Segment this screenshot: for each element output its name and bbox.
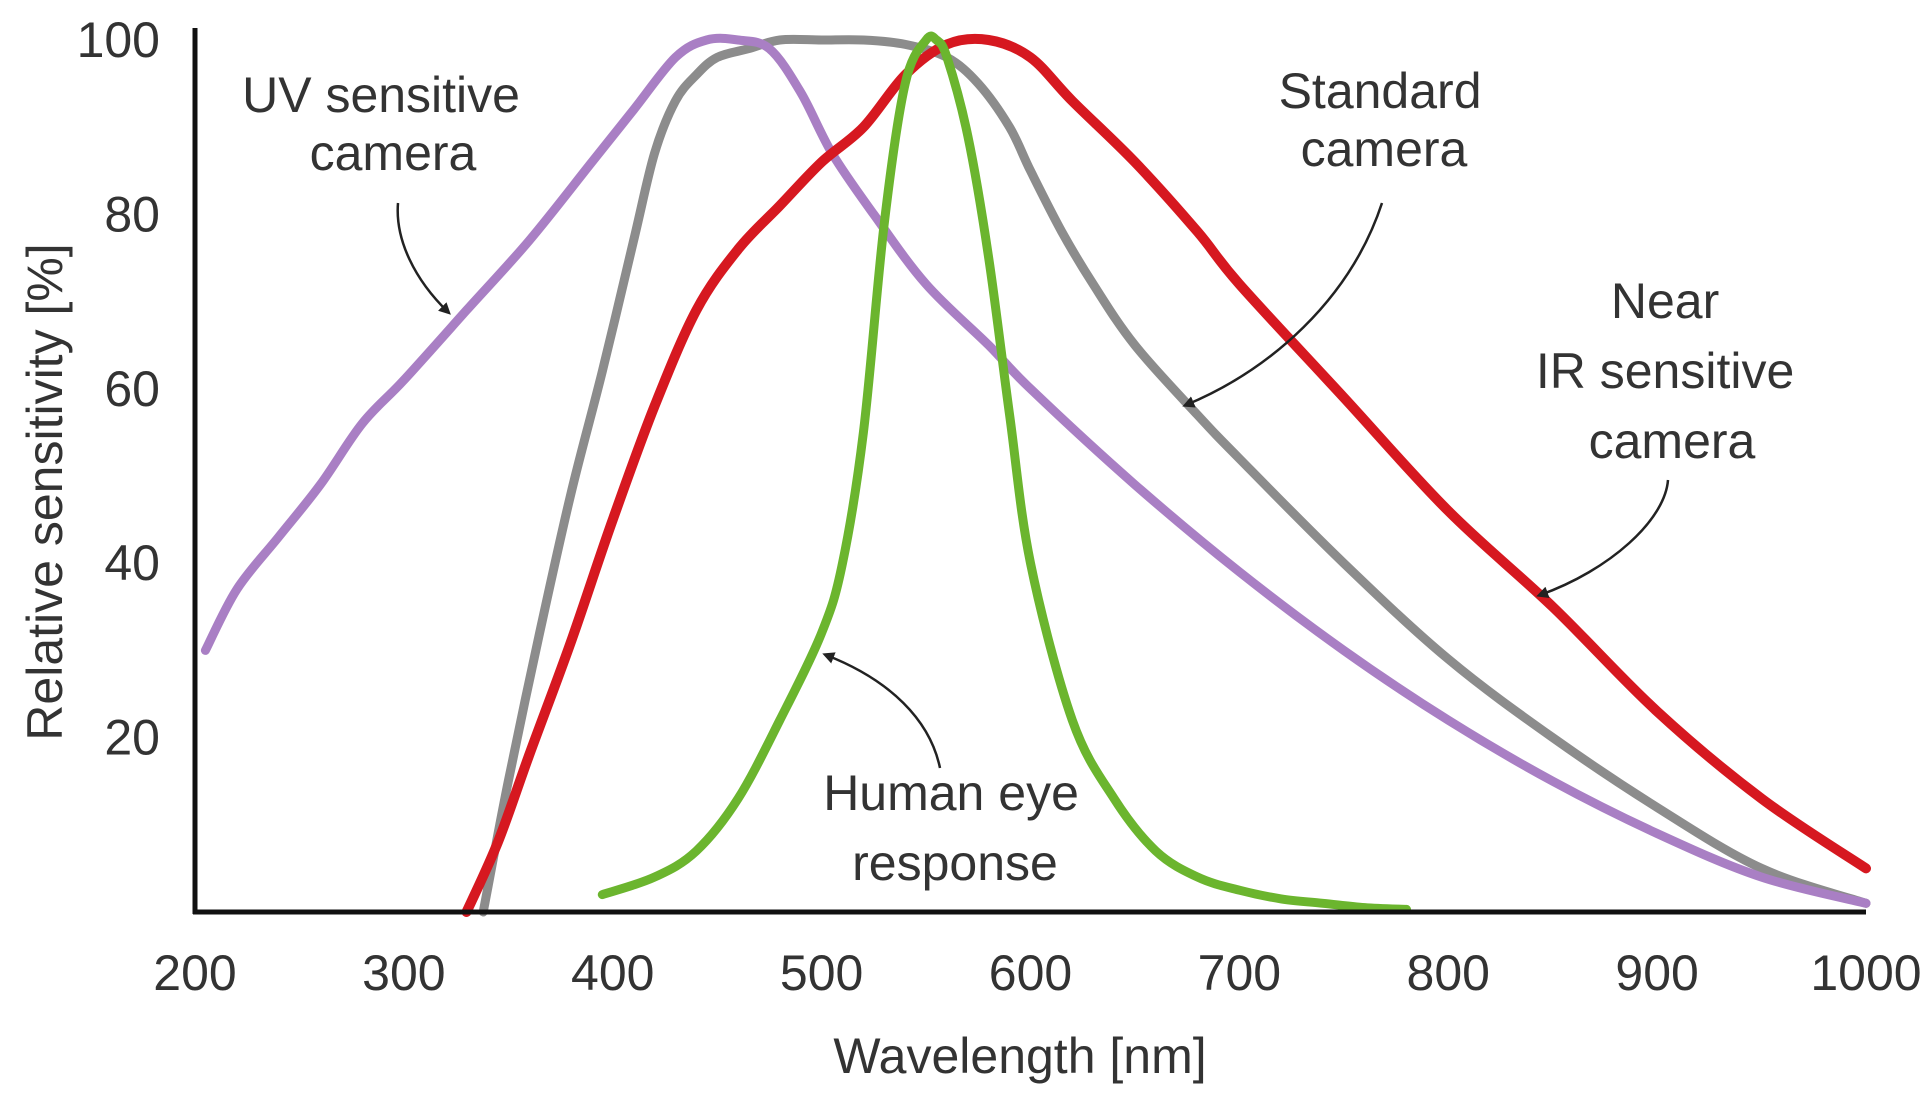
x-tick-label: 800 — [1407, 945, 1490, 1001]
series-layer — [200, 31, 1871, 917]
annotation-human-eye: Human eye response — [822, 652, 1093, 891]
annotation-uv-line-1: UV sensitive — [242, 67, 520, 123]
x-tick-label: 300 — [362, 945, 445, 1001]
y-tick-label: 80 — [104, 186, 160, 242]
annotation-nearir-line-1: Near — [1611, 273, 1719, 329]
x-tick-label: 1000 — [1810, 945, 1921, 1001]
annotation-eye-line-2: response — [852, 835, 1058, 891]
annotation-nearir-line-3: camera — [1589, 413, 1756, 469]
annotation-standard-camera: Standard camera — [1182, 63, 1496, 408]
x-axis-label: Wavelength [nm] — [833, 1028, 1206, 1084]
annotation-standard-line-1: Standard — [1279, 63, 1482, 119]
y-tick-label: 20 — [104, 710, 160, 766]
x-tick-label: 900 — [1615, 945, 1698, 1001]
svg-text:Near IR sensitive: Near IR sensitive camera — [1536, 273, 1808, 469]
annotation-uv-arrow — [396, 202, 451, 315]
x-tick-label: 700 — [1198, 945, 1281, 1001]
series-line-uv-sensitive-camera — [200, 33, 1871, 908]
annotation-near-ir-camera: Near IR sensitive camera — [1536, 273, 1808, 598]
y-tick-label: 40 — [104, 535, 160, 591]
annotation-uv-camera: UV sensitive camera — [242, 67, 534, 315]
series-line-human-eye-response — [597, 31, 1411, 914]
x-tick-labels: 200 300 400 500 600 700 800 900 1000 — [153, 945, 1921, 1001]
x-tick-label: 200 — [153, 945, 236, 1001]
svg-text:UV sensitive camera: UV sensitive camera — [242, 67, 534, 181]
y-tick-label: 60 — [104, 361, 160, 417]
y-axis-label: Relative sensitivity [%] — [17, 243, 73, 740]
svg-text:Standard camera: Standard camera — [1279, 63, 1496, 177]
series-line-near-ir-sensitive-camera — [461, 33, 1871, 917]
x-tick-label: 500 — [780, 945, 863, 1001]
svg-text:Human eye response: Human eye response — [823, 765, 1093, 891]
annotation-standard-line-2: camera — [1301, 121, 1468, 177]
annotation-eye-line-1: Human eye — [823, 765, 1079, 821]
annotation-uv-line-2: camera — [310, 125, 477, 181]
annotation-eye-arrow — [822, 652, 942, 769]
annotation-nearir-arrow — [1536, 479, 1670, 598]
y-tick-label: 100 — [77, 12, 160, 68]
series-line-standard-camera — [478, 34, 1871, 917]
annotation-standard-arrow — [1182, 202, 1384, 408]
x-tick-label: 600 — [989, 945, 1072, 1001]
y-tick-labels: 20 40 60 80 100 — [77, 12, 160, 766]
annotation-nearir-line-2: IR sensitive — [1536, 343, 1794, 399]
x-tick-label: 400 — [571, 945, 654, 1001]
